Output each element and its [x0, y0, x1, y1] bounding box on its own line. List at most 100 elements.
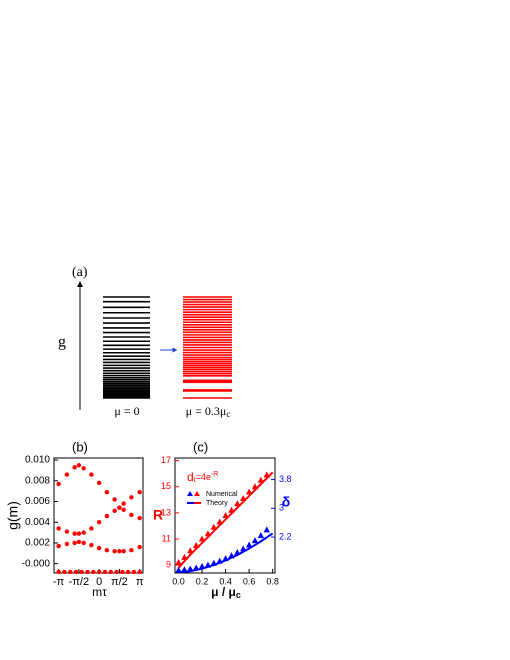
y-tick-label: 0.002 — [25, 538, 50, 549]
y2-axis-label: δ — [282, 494, 291, 510]
column-label: μ = 0.3μc — [186, 404, 231, 419]
y-tick-label: 9 — [166, 560, 171, 570]
y2-tick-label: 3 — [279, 503, 284, 513]
theory-line — [178, 532, 274, 574]
data-point — [137, 569, 142, 575]
data-point — [114, 569, 119, 575]
data-point — [129, 495, 134, 500]
data-point — [56, 569, 61, 575]
data-point — [121, 549, 126, 554]
y-tick-label: 11 — [162, 533, 171, 543]
data-point — [121, 507, 126, 513]
data-point — [64, 529, 70, 534]
column-label-text: μ = 0.3μ — [186, 404, 227, 418]
data-marker — [245, 541, 253, 548]
y-tick-label: 0.010 — [25, 455, 50, 466]
column-label-sub: c — [226, 409, 230, 419]
data-point — [89, 542, 94, 548]
data-point — [121, 501, 126, 506]
data-point — [72, 531, 77, 536]
annotation: dt=4e-R — [187, 470, 218, 484]
x-tick-label: 0.6 — [243, 576, 256, 586]
data-point — [72, 540, 77, 546]
theory-line — [177, 471, 274, 569]
y-tick-label: 0.006 — [25, 496, 50, 507]
x-tick-label: 0.0 — [172, 576, 185, 586]
data-point — [79, 569, 84, 575]
data-point — [76, 463, 82, 468]
data-marker — [251, 537, 259, 544]
annotation-text: =4e — [196, 472, 211, 482]
data-point — [56, 481, 61, 487]
g-axis-label: g — [58, 334, 66, 351]
data-point — [85, 569, 90, 575]
data-point — [96, 520, 102, 525]
y-tick-label: 13 — [161, 507, 171, 517]
data-point — [137, 489, 142, 495]
y-axis-label: R — [153, 507, 163, 523]
data-point — [76, 539, 82, 545]
data-point — [81, 466, 86, 471]
data-point — [64, 472, 70, 477]
x-axis-label-text: μ / μ — [211, 585, 236, 599]
data-point — [102, 569, 108, 575]
y-tick-label: 0.004 — [25, 517, 50, 528]
x-tick-label: π/2 — [111, 576, 128, 588]
data-point — [129, 512, 134, 518]
x-tick-label: -π/2 — [69, 576, 89, 588]
column-label-text: μ = 0 — [114, 404, 139, 418]
data-point — [137, 544, 142, 550]
data-point — [117, 549, 122, 554]
annotation-text: d — [187, 470, 194, 484]
data-marker — [263, 526, 270, 533]
legend-label: Theory — [206, 500, 228, 507]
data-point — [96, 569, 102, 575]
data-point — [81, 530, 86, 535]
y-axis-label: g(m) — [5, 501, 21, 530]
y-tick-label: 0.008 — [25, 475, 50, 486]
panel-label: (b) — [72, 439, 88, 454]
data-point — [91, 569, 96, 575]
data-point — [56, 543, 61, 549]
data-point — [120, 569, 125, 575]
data-marker — [175, 566, 182, 573]
x-tick-label: 0.4 — [219, 576, 232, 586]
data-point — [104, 513, 110, 519]
data-point — [96, 545, 102, 551]
annotation-sub: t — [194, 477, 196, 484]
y-tick-label: 17 — [161, 455, 171, 465]
data-marker — [175, 559, 182, 566]
x-tick-label: -π — [53, 576, 65, 588]
data-point — [56, 526, 61, 531]
legend-marker — [194, 491, 200, 496]
data-point — [89, 526, 94, 531]
y-tick-label: -0.000 — [22, 558, 51, 569]
x-tick-label: π — [136, 576, 144, 588]
column-label: μ = 0 — [114, 404, 139, 418]
data-point — [81, 540, 86, 546]
y-tick-label: 15 — [161, 481, 171, 491]
data-point — [137, 515, 142, 521]
plot-frame — [174, 457, 276, 574]
x-axis-label: mτ — [92, 585, 107, 599]
legend-marker — [187, 491, 193, 496]
x-axis-label: μ / μc — [211, 585, 241, 600]
x-tick-label: 0.2 — [196, 576, 209, 586]
data-point — [104, 548, 110, 553]
data-point — [125, 569, 131, 575]
data-point — [73, 569, 79, 575]
data-point — [112, 497, 117, 502]
panel-label: (a) — [72, 265, 88, 280]
data-point — [104, 489, 110, 495]
x-axis-label-sub: c — [236, 590, 241, 600]
data-point — [62, 569, 67, 575]
x-tick-label: 0 — [96, 576, 102, 588]
data-point — [72, 465, 77, 470]
data-point — [129, 548, 134, 553]
data-point — [64, 541, 70, 547]
data-point — [117, 505, 122, 510]
data-point — [108, 569, 113, 575]
x-axis-label-text: mτ — [92, 585, 107, 599]
data-point — [76, 531, 82, 536]
